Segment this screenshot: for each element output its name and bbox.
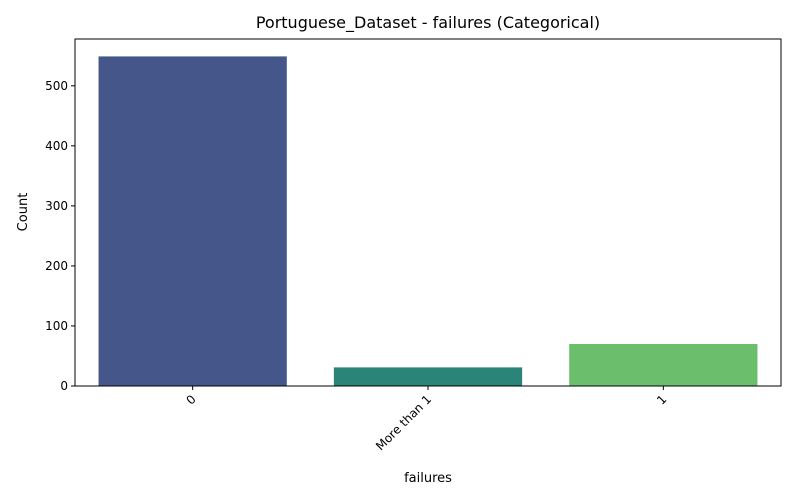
y-axis-label: Count <box>16 193 31 232</box>
chart-title: Portuguese_Dataset - failures (Categoric… <box>256 13 600 33</box>
bar-0 <box>98 56 287 386</box>
bar-2 <box>569 343 758 386</box>
bars-group <box>98 56 758 386</box>
x-tick-label-0: 0 <box>183 392 198 407</box>
x-axis: 0 More than 1 1 <box>183 386 669 453</box>
y-tick-label-0: 0 <box>60 379 68 393</box>
plot-frame <box>74 38 782 387</box>
y-tick-label-2: 200 <box>45 259 68 273</box>
bar-1 <box>333 367 523 386</box>
y-axis: 0 100 200 300 400 500 <box>45 79 75 393</box>
x-tick-label-1: More than 1 <box>373 392 434 453</box>
x-axis-label: failures <box>404 471 452 486</box>
y-tick-label-3: 300 <box>45 199 68 213</box>
x-tick-label-2: 1 <box>654 392 669 407</box>
y-tick-label-4: 400 <box>45 139 68 153</box>
y-tick-label-1: 100 <box>45 319 68 333</box>
y-tick-label-5: 500 <box>45 79 68 93</box>
